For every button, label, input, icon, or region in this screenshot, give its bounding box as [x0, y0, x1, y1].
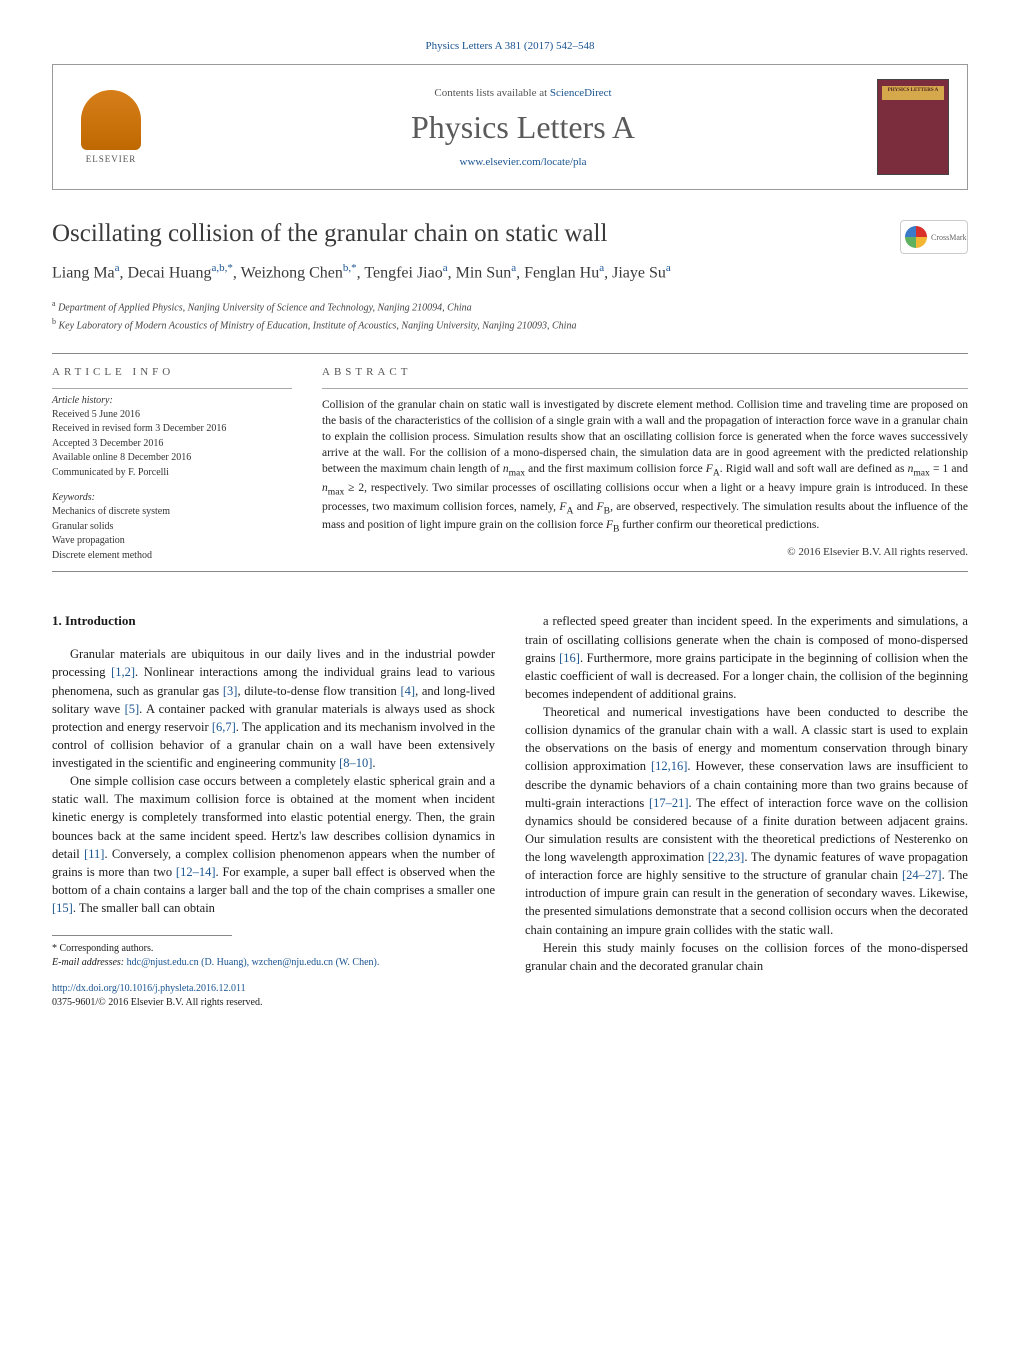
crossmark-icon: [905, 226, 927, 248]
journal-title: Physics Letters A: [169, 109, 877, 146]
body-paragraph: One simple collision case occurs between…: [52, 772, 495, 917]
journal-reference: Physics Letters A 381 (2017) 542–548: [52, 40, 968, 52]
crossmark-label: CrossMark: [931, 233, 967, 242]
email-addresses[interactable]: hdc@njust.edu.cn (D. Huang), wzchen@nju.…: [127, 957, 380, 968]
journal-url-link[interactable]: www.elsevier.com/locate/pla: [169, 156, 877, 168]
doi-link[interactable]: http://dx.doi.org/10.1016/j.physleta.201…: [52, 982, 495, 996]
body-column-right: a reflected speed greater than incident …: [525, 612, 968, 1010]
doi-block: http://dx.doi.org/10.1016/j.physleta.201…: [52, 982, 495, 1010]
divider-line: [52, 571, 968, 572]
keyword-line: Wave propagation: [52, 534, 292, 549]
abstract-heading: ABSTRACT: [322, 366, 968, 378]
keywords-block: Mechanics of discrete systemGranular sol…: [52, 505, 292, 563]
article-history-block: Received 5 June 2016Received in revised …: [52, 408, 292, 481]
cover-label: PHYSICS LETTERS A: [878, 88, 948, 93]
authors-line: Liang Maa, Decai Huanga,b,*, Weizhong Ch…: [52, 262, 968, 282]
abstract-column: ABSTRACT Collision of the granular chain…: [322, 366, 968, 564]
body-paragraph: Herein this study mainly focuses on the …: [525, 939, 968, 975]
journal-header: ELSEVIER Contents lists available at Sci…: [52, 64, 968, 190]
paper-title: Oscillating collision of the granular ch…: [52, 220, 888, 248]
corresponding-note: * Corresponding authors.: [52, 942, 495, 956]
footnotes-block: * Corresponding authors. E-mail addresse…: [52, 942, 495, 970]
footnote-divider: [52, 935, 232, 936]
abstract-copyright: © 2016 Elsevier B.V. All rights reserved…: [322, 546, 968, 558]
crossmark-badge[interactable]: CrossMark: [900, 220, 968, 254]
affiliation-b: Key Laboratory of Modern Acoustics of Mi…: [59, 320, 577, 331]
section-1-heading: 1. Introduction: [52, 612, 495, 631]
affiliation-a: Department of Applied Physics, Nanjing U…: [58, 303, 472, 314]
journal-cover-thumbnail: PHYSICS LETTERS A: [877, 79, 949, 175]
issn-copyright-line: 0375-9601/© 2016 Elsevier B.V. All right…: [52, 996, 495, 1010]
keyword-line: Mechanics of discrete system: [52, 505, 292, 520]
article-history-heading: Article history:: [52, 395, 292, 406]
body-paragraph: Theoretical and numerical investigations…: [525, 703, 968, 939]
contents-available-line: Contents lists available at ScienceDirec…: [169, 87, 877, 99]
body-column-left: 1. Introduction Granular materials are u…: [52, 612, 495, 1010]
body-paragraph: Granular materials are ubiquitous in our…: [52, 645, 495, 772]
divider-line: [52, 353, 968, 354]
article-info-heading: ARTICLE INFO: [52, 366, 292, 378]
keyword-line: Discrete element method: [52, 549, 292, 564]
article-info-column: ARTICLE INFO Article history: Received 5…: [52, 366, 292, 564]
publisher-name: ELSEVIER: [86, 154, 137, 164]
elsevier-logo: ELSEVIER: [71, 82, 151, 172]
elsevier-tree-icon: [81, 90, 141, 150]
history-line: Available online 8 December 2016: [52, 451, 292, 466]
affiliations-block: a Department of Applied Physics, Nanjing…: [52, 298, 968, 333]
keywords-heading: Keywords:: [52, 492, 292, 503]
history-line: Received in revised form 3 December 2016: [52, 422, 292, 437]
email-label: E-mail addresses:: [52, 957, 127, 968]
history-line: Received 5 June 2016: [52, 408, 292, 423]
keyword-line: Granular solids: [52, 520, 292, 535]
sciencedirect-link[interactable]: ScienceDirect: [550, 87, 612, 99]
abstract-text: Collision of the granular chain on stati…: [322, 397, 968, 536]
body-paragraph: a reflected speed greater than incident …: [525, 612, 968, 703]
history-line: Communicated by F. Porcelli: [52, 466, 292, 481]
history-line: Accepted 3 December 2016: [52, 437, 292, 452]
contents-prefix: Contents lists available at: [434, 87, 549, 99]
